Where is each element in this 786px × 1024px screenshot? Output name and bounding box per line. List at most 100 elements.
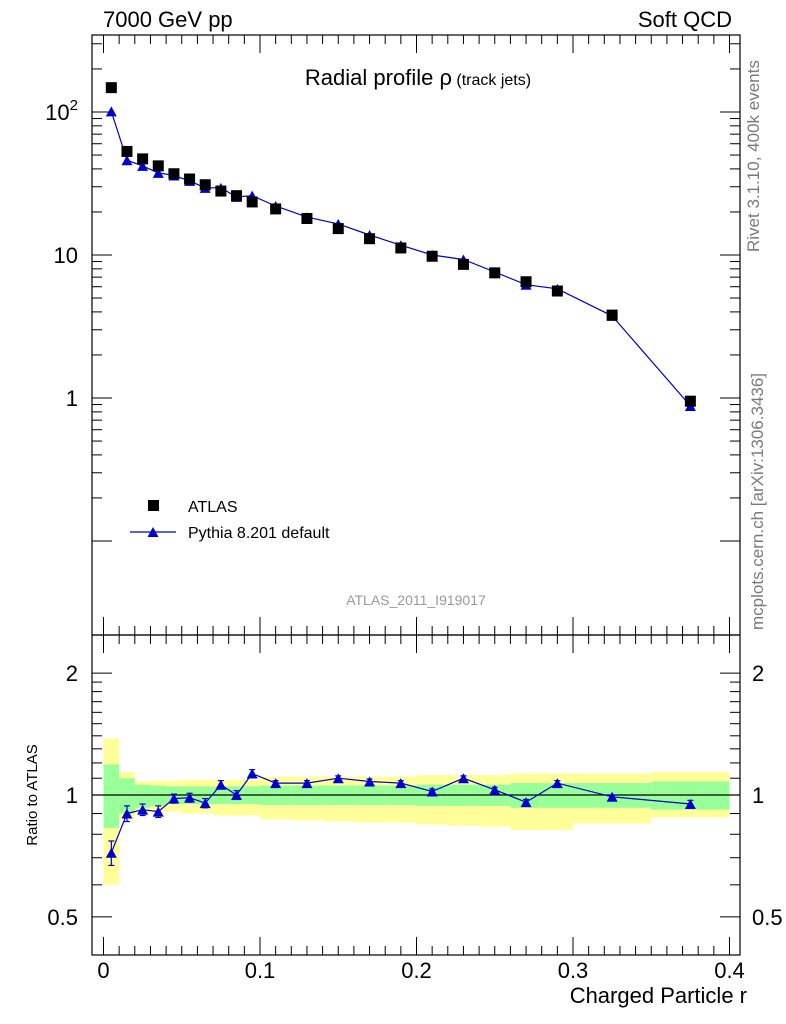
x-axis-label: Charged Particle r: [570, 983, 747, 1008]
header-left: 7000 GeV pp: [103, 7, 233, 32]
ratio-plot-panel: 0.5 0.5 1 1 2 2 0 0.1 0.2 0.3 0.4 Ratio to ATLAS C…: [24, 634, 783, 1008]
atlas-point: [246, 196, 258, 208]
main-title-text: Radial profile: [305, 65, 440, 90]
ratio-uncertainty-bands: [103, 738, 730, 885]
ratio-band-inner: [119, 778, 135, 814]
ratio-point: [332, 773, 344, 784]
ratio-point: [246, 768, 258, 779]
x-tick-label: 0.1: [245, 958, 276, 983]
ratio-point: [520, 797, 532, 808]
ratio-point: [231, 790, 243, 800]
ratio-point: [364, 776, 376, 787]
ratio-y-tick-label-right: 0.5: [752, 905, 783, 930]
atlas-point: [457, 258, 469, 270]
main-y-tick-base: 10: [45, 100, 69, 125]
x-tick-label: 0.3: [558, 958, 589, 983]
pythia-point: [137, 160, 149, 171]
atlas-point: [551, 285, 563, 297]
legend: ATLAS Pythia 8.201 default: [130, 499, 330, 542]
ratio-point: [215, 779, 227, 790]
ratio-point: [457, 773, 469, 784]
atlas-point: [137, 153, 149, 165]
atlas-point: [152, 160, 164, 172]
x-tick-label: 0.4: [714, 958, 745, 983]
series-atlas: [105, 82, 696, 407]
main-title-sub: (track jets): [452, 72, 531, 89]
main-title: Radial profile ρ (track jets): [305, 65, 531, 90]
mcplots-reference-label: mcplots.cern.ch [arXiv:1306.3436]: [748, 373, 767, 630]
main-y-tick-base: 1: [66, 386, 78, 411]
ratio-point: [121, 808, 133, 819]
rivet-version-label: Rivet 3.1.10, 400k events: [744, 60, 763, 252]
x-tick-label: 0.2: [401, 958, 432, 983]
ratio-y-tick-label-right: 1: [752, 783, 764, 808]
atlas-point: [489, 267, 501, 279]
main-y-tick-labels: 103102101: [45, 97, 78, 411]
atlas-point: [121, 145, 133, 157]
main-y-tick-label: 1: [66, 386, 78, 411]
main-y-tick-label: 102: [45, 97, 78, 125]
atlas-point: [426, 250, 438, 262]
atlas-point: [215, 185, 227, 197]
ratio-point: [684, 799, 696, 810]
legend-marker-pythia: [147, 527, 159, 537]
ratio-point: [395, 778, 407, 789]
ratio-band-inner: [150, 785, 167, 806]
main-y-tick-exponent: 2: [70, 97, 78, 114]
atlas-point: [684, 395, 696, 407]
main-plot-panel: 103102101 Radial profile ρ (track jets) …: [45, 34, 741, 636]
main-y-tick-base: 10: [54, 243, 78, 268]
ratio-y-axis-label: Ratio to ATLAS: [24, 744, 41, 845]
pythia-point: [105, 106, 117, 117]
ratio-point: [301, 778, 313, 789]
legend-label-atlas: ATLAS: [188, 499, 238, 516]
atlas-point: [395, 242, 407, 254]
ratio-series-pythia: [105, 768, 696, 867]
ratio-y-tick-label-left: 2: [66, 661, 78, 686]
header-right: Soft QCD: [638, 7, 732, 32]
legend-marker-atlas: [148, 500, 159, 511]
main-axis-ticks: [92, 35, 740, 635]
ratio-point: [426, 786, 438, 797]
ratio-point: [489, 784, 501, 795]
main-title-symbol: ρ: [439, 65, 452, 90]
pythia-point: [152, 167, 164, 178]
ratio-point: [551, 778, 563, 789]
atlas-point: [332, 223, 344, 235]
atlas-point: [231, 190, 243, 202]
atlas-point: [364, 233, 376, 245]
ratio-point: [168, 793, 180, 804]
atlas-point: [168, 168, 180, 180]
series-pythia: [105, 106, 696, 411]
ratio-point: [270, 778, 282, 789]
ratio-point: [152, 806, 164, 817]
x-tick-label: 0: [97, 958, 109, 983]
ratio-axis-ticks: [92, 635, 740, 955]
ratio-point: [105, 847, 117, 858]
atlas-point: [606, 309, 618, 321]
main-frame: [91, 34, 741, 636]
ratio-point: [199, 798, 211, 809]
ratio-point: [137, 804, 149, 815]
ratio-point: [606, 791, 618, 802]
atlas-point: [199, 179, 211, 191]
ratio-band-inner: [103, 764, 120, 828]
atlas-point: [520, 276, 532, 288]
ratio-tick-labels: 0.5 0.5 1 1 2 2 0 0.1 0.2 0.3 0.4: [47, 661, 782, 983]
pythia-line: [110, 111, 691, 407]
atlas-point: [301, 212, 313, 224]
ratio-y-tick-label-left: 0.5: [47, 905, 78, 930]
atlas-point: [105, 82, 117, 94]
atlas-point: [184, 173, 196, 185]
atlas-point: [270, 203, 282, 215]
ratio-band-inner: [134, 784, 151, 808]
ratio-y-tick-label-right: 2: [752, 661, 764, 686]
ratio-line: [110, 772, 691, 854]
legend-label-pythia: Pythia 8.201 default: [188, 525, 330, 542]
analysis-watermark: ATLAS_2011_I919017: [346, 592, 486, 608]
ratio-y-tick-label-left: 1: [66, 783, 78, 808]
ratio-point: [184, 792, 196, 803]
main-y-tick-label: 10: [54, 243, 78, 268]
pythia-point: [121, 155, 133, 166]
